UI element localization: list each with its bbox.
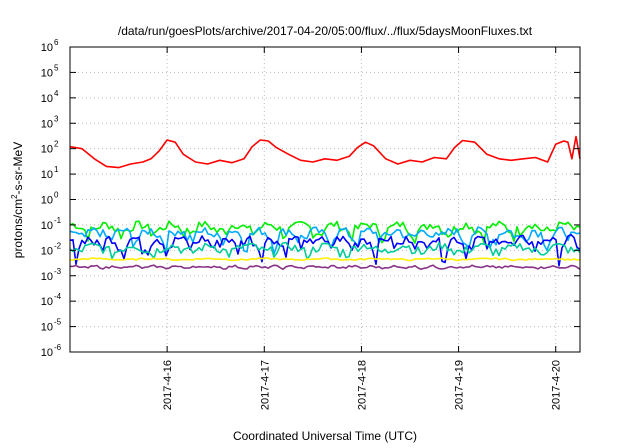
series-line bbox=[69, 257, 581, 262]
y-tick-label: 10 bbox=[41, 220, 53, 232]
y-axis-label-suffix: -s-sr-MeV bbox=[11, 142, 25, 195]
series-line bbox=[69, 233, 581, 267]
x-tick-label: 2017-4-19 bbox=[454, 360, 466, 410]
chart-title: /data/run/goesPlots/archive/2017-04-20/0… bbox=[118, 24, 533, 38]
series-line bbox=[69, 220, 581, 244]
y-tick-label: 10 bbox=[41, 322, 53, 334]
y-tick-label: 10 bbox=[41, 144, 53, 156]
y-tick-label: 10 bbox=[41, 42, 53, 54]
y-tick-exponent: -5 bbox=[54, 318, 62, 327]
y-tick-label: 10 bbox=[41, 245, 53, 257]
y-tick-exponent: -3 bbox=[54, 267, 62, 276]
series-line bbox=[69, 226, 581, 255]
y-tick-label: 10 bbox=[41, 118, 53, 130]
series-line bbox=[69, 135, 581, 169]
y-axis: 10 -610 -510 -410 -310 -210 -110 010 110 210 310 41… bbox=[41, 38, 580, 359]
x-tick-label: 2017-4-18 bbox=[356, 360, 368, 410]
y-axis-label-prefix: protons/cm bbox=[11, 199, 25, 258]
y-tick-exponent: 3 bbox=[54, 114, 59, 123]
y-axis-label: protons/cm2-s-sr-MeV bbox=[10, 142, 25, 258]
y-tick-exponent: 6 bbox=[54, 38, 59, 47]
series-line bbox=[69, 264, 581, 271]
y-tick-exponent: -1 bbox=[54, 216, 62, 225]
y-tick-label: 10 bbox=[41, 271, 53, 283]
x-axis: 2017-4-16 2017-4-17 2017-4-18 2017-4-19 2017… bbox=[162, 47, 563, 410]
y-tick-exponent: 2 bbox=[54, 140, 59, 149]
y-tick-label: 10 bbox=[41, 195, 53, 207]
y-tick-label: 10 bbox=[41, 347, 53, 359]
y-tick-exponent: -6 bbox=[54, 343, 62, 352]
x-axis-label: Coordinated Universal Time (UTC) bbox=[233, 429, 417, 443]
y-tick-exponent: 0 bbox=[54, 191, 59, 200]
y-tick-label: 10 bbox=[41, 169, 53, 181]
x-tick-label: 2017-4-17 bbox=[259, 360, 271, 410]
y-tick-exponent: -4 bbox=[54, 292, 62, 301]
y-tick-label: 10 bbox=[41, 296, 53, 308]
x-tick-label: 2017-4-20 bbox=[551, 360, 563, 410]
y-tick-exponent: 4 bbox=[54, 89, 59, 98]
series-line bbox=[69, 241, 581, 260]
y-tick-exponent: -2 bbox=[54, 241, 62, 250]
y-tick-exponent: 5 bbox=[54, 63, 59, 72]
y-tick-label: 10 bbox=[41, 93, 53, 105]
y-axis-label-sup: 2 bbox=[10, 194, 19, 199]
series-group bbox=[69, 135, 581, 271]
x-tick-label: 2017-4-16 bbox=[162, 360, 174, 410]
y-tick-label: 10 bbox=[41, 67, 53, 79]
grid-lines bbox=[70, 47, 580, 352]
y-tick-exponent: 1 bbox=[54, 165, 59, 174]
